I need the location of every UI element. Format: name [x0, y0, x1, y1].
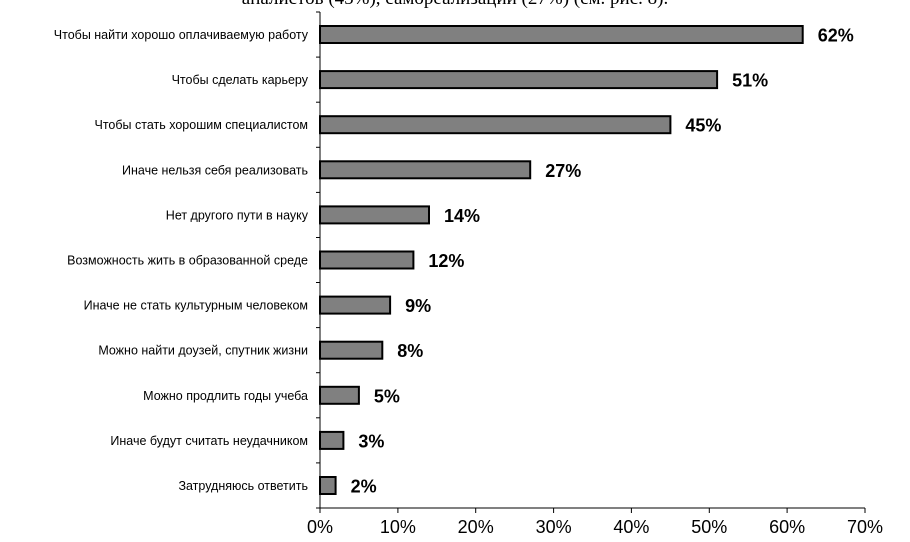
category-label-1: Чтобы сделать карьеру [172, 73, 309, 87]
bar-0 [319, 25, 804, 44]
category-label-9: Иначе будут считать неудачником [110, 434, 308, 448]
value-label-5: 12% [428, 251, 464, 271]
bar-9 [319, 430, 345, 450]
value-label-9: 3% [358, 431, 384, 451]
bar-5 [319, 250, 415, 270]
value-label-1: 51% [732, 71, 768, 91]
value-label-4: 14% [444, 206, 480, 226]
bar-4 [319, 205, 430, 225]
x-tick-label-0: 0% [307, 517, 333, 537]
x-tick-label-4: 40% [613, 517, 649, 537]
value-label-10: 2% [351, 477, 377, 497]
x-tick-label-7: 70% [847, 517, 883, 537]
bar-3 [319, 160, 532, 180]
value-label-3: 27% [545, 161, 581, 181]
category-label-7: Можно найти доузей, спутник жизни [98, 344, 308, 358]
x-tick-label-6: 60% [769, 517, 805, 537]
category-label-10: Затрудняюсь ответить [178, 479, 308, 493]
category-label-2: Чтобы стать хорошим специалистом [95, 118, 308, 132]
bar-8 [319, 385, 360, 405]
bar-1 [319, 70, 719, 90]
category-label-5: Возможность жить в образованной среде [67, 254, 308, 268]
x-tick-label-3: 30% [536, 517, 572, 537]
x-tick-label-5: 50% [691, 517, 727, 537]
bar-7 [319, 340, 384, 360]
value-label-8: 5% [374, 386, 400, 406]
value-label-7: 8% [397, 341, 423, 361]
category-label-3: Иначе нельзя себя реализовать [122, 163, 308, 177]
value-label-2: 45% [685, 116, 721, 136]
value-label-6: 9% [405, 296, 431, 316]
x-tick-label-1: 10% [380, 517, 416, 537]
header-text-fragment: аналистов (45%), самореализации (27%) (с… [0, 0, 910, 10]
value-label-0: 62% [818, 26, 854, 46]
bar-6 [319, 295, 392, 315]
category-label-4: Нет другого пути в науку [166, 208, 309, 222]
x-tick-label-2: 20% [458, 517, 494, 537]
bar-10 [319, 476, 337, 495]
category-label-8: Можно продлить годы учеба [143, 389, 308, 403]
bar-2 [319, 115, 672, 135]
category-label-0: Чтобы найти хорошо оплачиваемую работу [54, 28, 309, 42]
category-label-6: Иначе не стать культурным человеком [84, 299, 308, 313]
